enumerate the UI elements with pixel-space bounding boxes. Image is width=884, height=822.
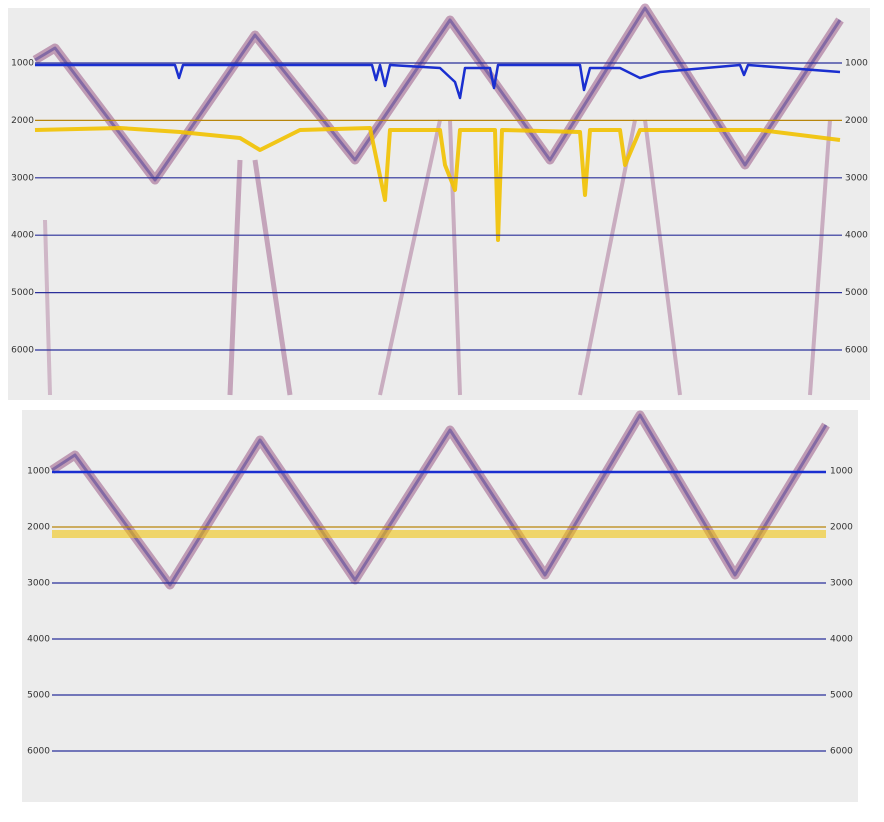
left-time-label: 3000 <box>27 579 50 589</box>
bottom-panel-wavefronts <box>49 410 830 590</box>
left-time-label: 6000 <box>27 747 50 757</box>
right-time-label: 6000 <box>845 346 868 356</box>
left-time-label: 4000 <box>27 635 50 645</box>
left-time-label: 2000 <box>27 523 50 533</box>
right-time-label: 4000 <box>845 231 868 241</box>
right-time-label: 2000 <box>845 116 868 126</box>
right-time-label: 3000 <box>845 173 868 183</box>
left-time-label: 3000 <box>11 173 34 183</box>
left-time-label: 6000 <box>11 346 34 356</box>
right-time-label: 6000 <box>830 747 853 757</box>
bottom-panel-background <box>22 410 858 802</box>
right-time-label: 1000 <box>845 59 868 69</box>
right-time-label: 4000 <box>830 635 853 645</box>
top-panel-wavefronts <box>32 3 844 396</box>
left-time-label: 5000 <box>11 288 34 298</box>
right-time-label: 1000 <box>830 467 853 477</box>
left-time-label: 4000 <box>11 231 34 241</box>
left-time-label: 1000 <box>11 59 34 69</box>
left-time-label: 1000 <box>27 467 50 477</box>
right-time-label: 3000 <box>830 579 853 589</box>
right-time-label: 2000 <box>830 523 853 533</box>
left-time-label: 2000 <box>11 116 34 126</box>
right-time-label: 5000 <box>845 288 868 298</box>
left-time-label: 5000 <box>27 691 50 701</box>
right-time-label: 5000 <box>830 691 853 701</box>
top-panel-background <box>8 8 870 400</box>
